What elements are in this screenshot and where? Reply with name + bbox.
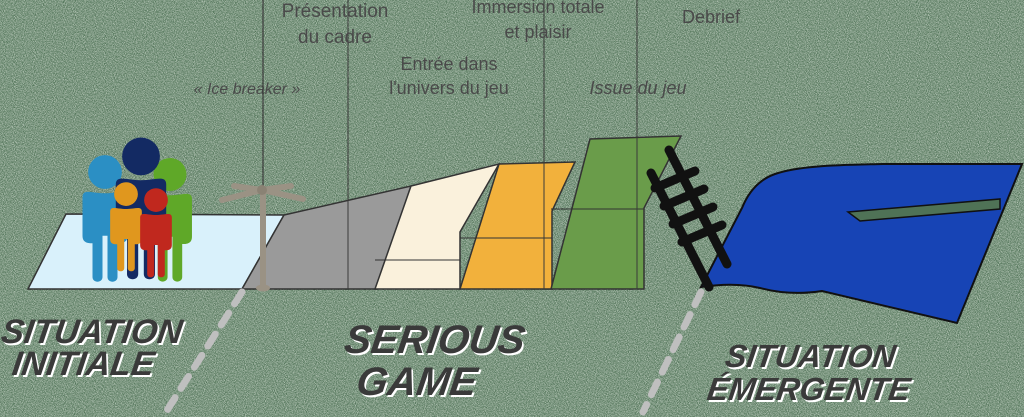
svg-text:l'univers du jeu: l'univers du jeu bbox=[389, 78, 509, 98]
svg-text:Immersion totale: Immersion totale bbox=[471, 0, 604, 17]
svg-text:GAME: GAME bbox=[354, 359, 481, 404]
svg-text:ÉMERGENTE: ÉMERGENTE bbox=[705, 371, 914, 407]
svg-text:« Ice breaker »: « Ice breaker » bbox=[194, 81, 301, 98]
svg-text:SERIOUS: SERIOUS bbox=[342, 317, 528, 362]
svg-text:INITIALE: INITIALE bbox=[10, 345, 158, 383]
svg-text:Debrief: Debrief bbox=[682, 7, 741, 27]
svg-text:du cadre: du cadre bbox=[298, 27, 372, 48]
svg-text:SITUATION: SITUATION bbox=[723, 338, 899, 374]
svg-text:Présentation: Présentation bbox=[282, 1, 389, 22]
svg-text:Entrée dans: Entrée dans bbox=[400, 54, 497, 74]
svg-text:et plaisir: et plaisir bbox=[504, 22, 571, 42]
svg-text:Issue du jeu: Issue du jeu bbox=[589, 78, 686, 98]
